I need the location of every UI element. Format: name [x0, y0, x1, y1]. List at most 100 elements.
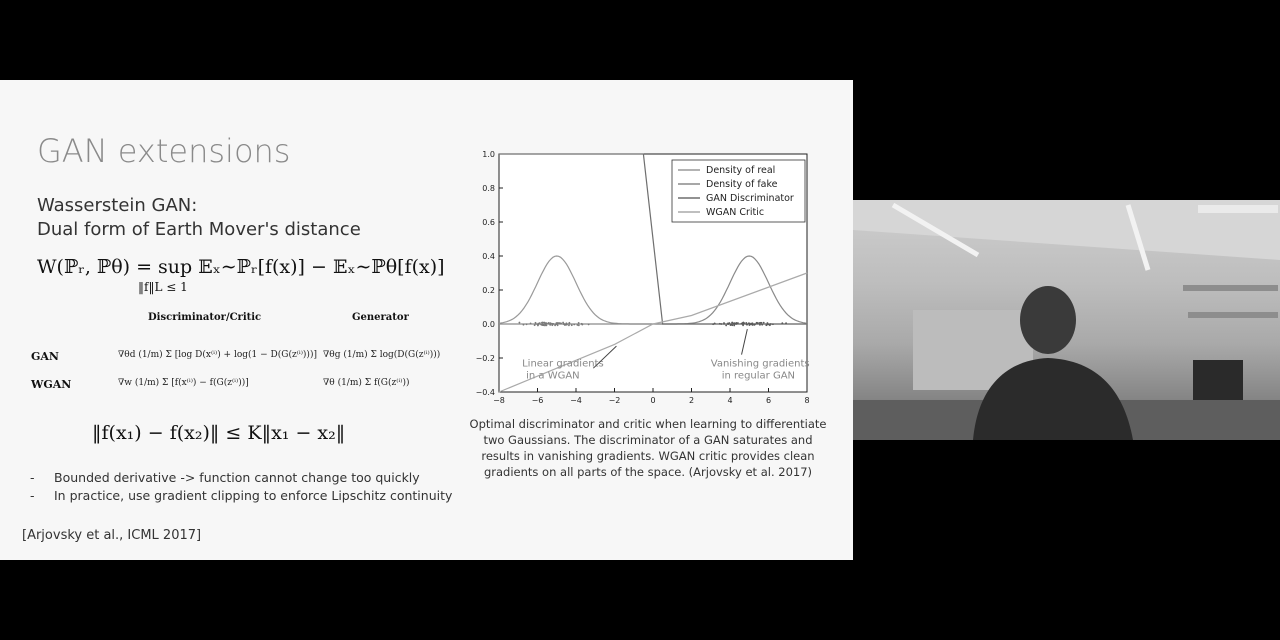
- sample-point: [730, 323, 733, 326]
- table-header-generator: Generator: [352, 312, 409, 323]
- chart-annotation-line: Linear gradients: [522, 359, 604, 370]
- sample-point: [556, 324, 559, 327]
- sample-point: [551, 324, 554, 327]
- wgan-chart: −8 −6 −4 −2 0 2 4 6 8 −0.4 −0.2 0.0 0.2 0.4 0.6 0.8 1.0 D…: [476, 150, 810, 405]
- sample-point: [540, 323, 543, 326]
- table-row-wgan-label: WGAN: [31, 378, 72, 391]
- sample-point: [754, 323, 756, 325]
- table-header-discriminator: Discriminator/Critic: [148, 312, 262, 323]
- sample-point: [568, 324, 570, 327]
- sample-point: [731, 321, 734, 324]
- sample-point: [522, 323, 525, 326]
- sample-point: [758, 321, 761, 324]
- sample-point: [547, 322, 550, 325]
- sample-point: [746, 323, 748, 326]
- table-row-gan-label: GAN: [31, 350, 59, 363]
- sample-point: [781, 322, 784, 325]
- x-tick-label: −8: [493, 396, 505, 405]
- lipschitz-formula: ‖f(x₁) − f(x₂)‖ ≤ K‖x₁ − x₂‖: [92, 422, 346, 444]
- sample-point: [568, 322, 571, 325]
- slide-title: GAN extensions: [37, 132, 291, 170]
- sample-point: [766, 322, 769, 324]
- sample-point: [713, 322, 716, 325]
- x-tick-label: 4: [727, 396, 732, 405]
- sample-point: [551, 322, 554, 325]
- x-tick-label: 8: [804, 396, 809, 405]
- sample-point: [759, 321, 762, 324]
- sample-point: [542, 323, 545, 326]
- annotation-arrow: [592, 345, 617, 369]
- sample-point: [728, 322, 731, 324]
- sample-point: [761, 323, 764, 326]
- legend-entry: WGAN Critic: [706, 207, 764, 218]
- x-tick-label: −6: [532, 396, 544, 405]
- chart-caption: Optimal discriminator and critic when le…: [469, 417, 827, 479]
- annotation-arrow: [741, 328, 748, 355]
- webcam-scene: [853, 200, 1280, 440]
- chart-annotation-line: in regular GAN: [722, 371, 795, 382]
- legend-entry: Density of real: [706, 165, 775, 176]
- slide-subtitle: Wasserstein GAN: Dual form of Earth Move…: [37, 194, 361, 242]
- y-tick-label: −0.4: [476, 388, 495, 397]
- sample-point: [573, 323, 576, 326]
- sample-point: [751, 324, 754, 326]
- sample-point: [576, 324, 579, 326]
- y-tick-label: 1.0: [482, 150, 495, 159]
- sample-point: [535, 323, 537, 325]
- y-tick-label: 0.2: [482, 286, 495, 295]
- wasserstein-formula-constraint: ‖f‖L ≤ 1: [138, 280, 188, 294]
- sample-point: [759, 323, 761, 326]
- sample-point: [720, 323, 723, 325]
- wgan-generator-gradient: ∇θ (1/m) Σ f(G(z⁽ⁱ⁾)): [323, 378, 410, 388]
- sample-point: [733, 323, 736, 326]
- sample-point: [725, 324, 728, 327]
- presentation-slide: GAN extensions Wasserstein GAN: Dual for…: [0, 80, 853, 560]
- sample-point: [541, 321, 543, 324]
- sample-point: [751, 322, 754, 325]
- sample-point: [536, 324, 539, 327]
- sample-point: [549, 323, 552, 326]
- sample-point: [741, 322, 744, 324]
- sample-point: [533, 324, 536, 327]
- sample-point: [735, 322, 737, 325]
- chart-annotation-line: in a WGAN: [526, 371, 580, 382]
- sample-point: [767, 323, 770, 326]
- bullet-item: - In practice, use gradient clipping to e…: [30, 488, 453, 503]
- sample-point: [785, 322, 787, 325]
- y-tick-label: 0.6: [482, 218, 495, 227]
- sample-point: [562, 321, 565, 324]
- sample-point: [565, 322, 568, 325]
- y-tick-label: 0.0: [482, 320, 495, 329]
- sample-point: [718, 322, 721, 325]
- x-tick-label: −2: [609, 396, 621, 405]
- gan-discriminator-gradient: ∇θd (1/m) Σ [log D(x⁽ⁱ⁾) + log(1 − D(G(z…: [118, 350, 317, 360]
- wasserstein-formula: W(ℙᵣ, ℙθ) = sup 𝔼ₓ∼ℙᵣ[f(x)] − 𝔼ₓ∼ℙθ[f(x)…: [37, 256, 445, 278]
- bullet-list: - Bounded derivative -> function cannot c…: [30, 469, 452, 505]
- sample-point: [545, 322, 548, 325]
- sample-point: [577, 322, 580, 324]
- sample-point: [723, 322, 725, 324]
- chart-series-line: [499, 153, 807, 325]
- gan-generator-gradient: ∇θg (1/m) Σ log(D(G(z⁽ⁱ⁾))): [323, 350, 441, 360]
- sample-point: [529, 322, 532, 325]
- x-tick-label: 2: [689, 396, 694, 405]
- chart-series-line: [498, 272, 808, 393]
- sample-point: [525, 323, 528, 326]
- citation: [Arjovsky et al., ICML 2017]: [22, 528, 202, 543]
- webcam-video-feed: [853, 200, 1280, 440]
- subtitle-line-1: Wasserstein GAN:: [37, 195, 198, 216]
- legend-entry: GAN Discriminator: [706, 193, 794, 204]
- sample-point: [772, 323, 774, 326]
- bullet-marker: -: [30, 488, 35, 503]
- sample-point: [557, 322, 560, 324]
- y-tick-label: −0.2: [476, 354, 495, 363]
- wgan-critic-gradient: ∇w (1/m) Σ [f(x⁽ⁱ⁾) − f(G(z⁽ⁱ⁾))]: [118, 378, 249, 388]
- sample-point: [581, 323, 584, 326]
- chart-annotation-line: Vanishing gradients: [711, 359, 810, 370]
- x-tick-label: −4: [570, 396, 582, 405]
- sample-point: [749, 323, 752, 326]
- sample-point: [577, 324, 580, 327]
- sample-point: [559, 322, 562, 325]
- sample-point: [538, 322, 541, 324]
- y-tick-label: 0.8: [482, 184, 495, 193]
